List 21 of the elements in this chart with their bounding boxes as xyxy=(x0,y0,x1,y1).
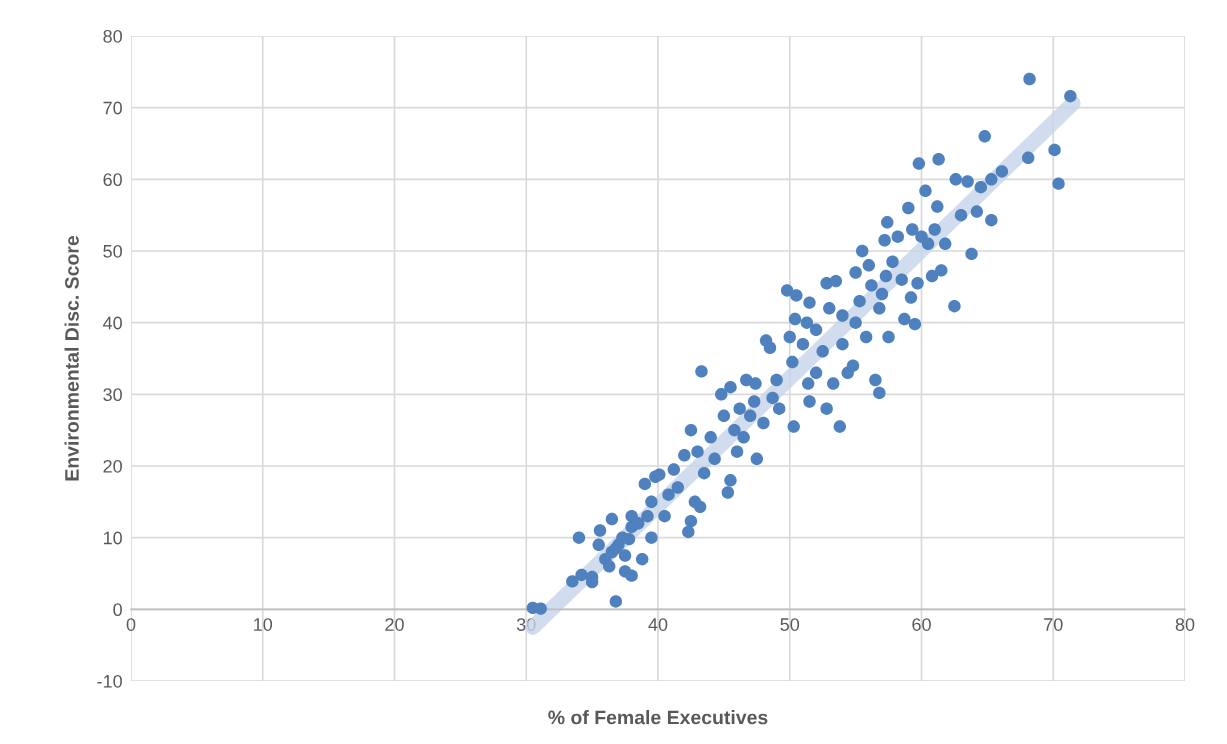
y-tick-label: 10 xyxy=(103,531,122,545)
x-tick-label: 20 xyxy=(385,618,404,631)
x-axis-title: % of Female Executives xyxy=(548,710,768,725)
x-tick-label: 0 xyxy=(126,618,136,631)
y-tick-label: 20 xyxy=(103,459,122,473)
y-axis-title: Environmental Disc. Score xyxy=(64,235,79,481)
y-tick-label: 0 xyxy=(113,603,122,617)
y-tick-label: 50 xyxy=(103,244,122,258)
x-tick-label: 60 xyxy=(912,618,931,631)
x-tick-label: 80 xyxy=(1175,618,1195,631)
y-tick-label: 60 xyxy=(103,173,122,187)
x-tick-label: 70 xyxy=(1044,618,1063,631)
y-tick-label: -10 xyxy=(97,674,122,688)
y-tick-label: 30 xyxy=(103,388,122,402)
x-tick-label: 50 xyxy=(780,618,800,631)
y-tick-label: 70 xyxy=(103,101,122,115)
y-tick-label: 40 xyxy=(103,316,122,330)
x-tick-label: 30 xyxy=(516,618,536,631)
x-tick-label: 10 xyxy=(254,618,273,631)
x-tick-label: 40 xyxy=(648,618,668,631)
y-tick-label: 80 xyxy=(103,29,122,43)
